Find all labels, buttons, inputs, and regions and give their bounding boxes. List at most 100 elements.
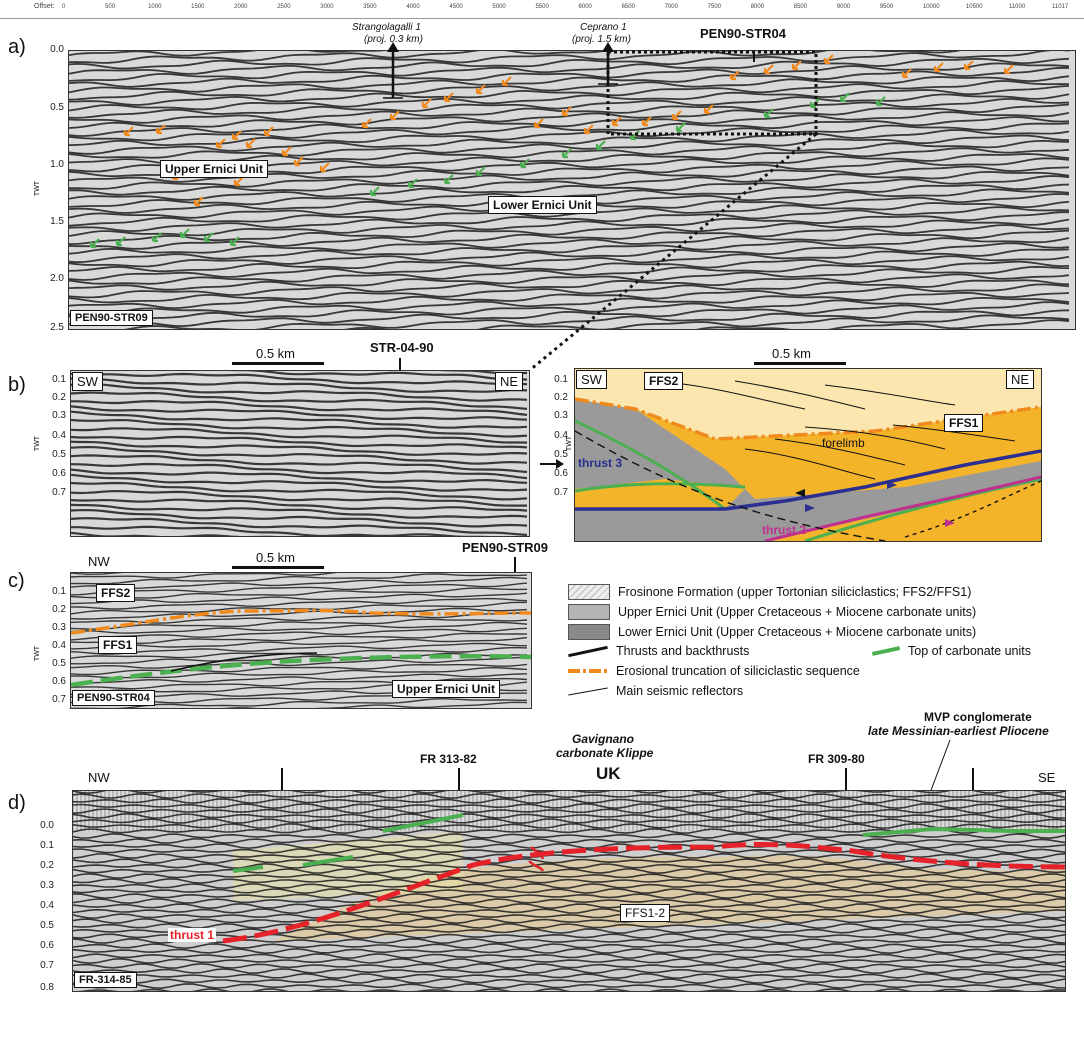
panel-b-interp-scalebar [754,362,846,365]
seismic-reflector [71,462,528,480]
seismic-reflector [69,51,961,70]
legend-swatch-lower [568,624,610,640]
legend-erosional-text: Erosional truncation of siliciclastic se… [616,664,860,678]
seismic-reflector [71,372,528,386]
seismic-reflector [69,260,1070,285]
seismic-reflector [69,111,1070,137]
seismic-reflector [73,967,1065,975]
panel-c-ffs2: FFS2 [96,584,136,602]
seismic-reflector [73,957,1065,965]
seismic-reflector [73,907,1065,915]
panel-d-ffs: FFS1-2 [620,904,671,922]
panel-b-ytick: 0.4 [52,430,66,441]
panel-c-ytick: 0.3 [52,622,66,633]
seismic-reflector [73,928,1065,935]
seismic-reflector [71,636,528,650]
seismic-reflector [69,242,1070,268]
offset-tick: 2500 [277,4,291,10]
seismic-reflector [71,473,528,492]
seismic-reflector [71,582,528,596]
seismic-reflector [71,399,528,416]
horizon-pick [151,232,162,243]
panel-b-line-label: STR-04-90 [370,340,434,355]
horizon-line [528,846,545,872]
horizon-pick [561,148,572,159]
panel-d-mvp-2: late Messinian-earliest Pliocene [868,724,1049,738]
panel-b-seismic [70,370,530,537]
seismic-reflector [69,80,1070,106]
horizon-line [222,841,1065,944]
horizon-line [71,608,531,635]
legend-upper-text: Upper Ernici Unit (Upper Cretaceous + Mi… [618,605,977,619]
offset-tick: 7500 [707,4,721,10]
panel-b-ytick: 0.2 [52,392,66,403]
panel-a-ytick: 2.5 [50,322,64,333]
horizon-pick [319,162,330,173]
seismic-reflector [71,454,528,474]
offset-tick: 500 [105,4,116,10]
horizon-pick [389,110,400,121]
upper-ernici-label: Upper Ernici Unit [160,160,269,178]
legend-top-carbonate: Top of carbonate units [871,644,1031,658]
panel-d-ytick: 0.5 [40,920,54,931]
seismic-reflector [73,977,1065,985]
seismic-reflector [71,587,528,599]
seismic-reflector [73,982,1065,990]
legend-frosinone-text: Frosinone Formation (upper Tortonian sil… [618,585,972,599]
panel-d-ytick: 0.2 [40,860,54,871]
seismic-reflector [71,445,528,465]
legend-reflectors-text: Main seismic reflectors [616,684,744,698]
interp-ytick: 0.5 [554,449,568,460]
interp-ffs2: FFS2 [644,372,684,390]
panel-d-gavignano-2: carbonate Klippe [556,746,654,760]
seismic-reflector [73,937,1065,945]
panel-c-ytick: 0.6 [52,676,66,687]
seismic-reflector [71,573,125,575]
panel-c-ytick: 0.2 [52,604,66,615]
offset-tick: 1500 [191,4,205,10]
seismic-reflector [73,792,1065,800]
seismic-reflector [73,842,1065,850]
seismic-reflector [71,592,528,605]
seismic-reflector [71,391,528,410]
offset-tick: 7000 [664,4,678,10]
horizon-pick [89,238,100,249]
offset-tick: 0 [62,4,66,10]
seismic-reflector [69,224,1070,250]
panel-c-ylabel: TWT [34,645,42,662]
panel-d-ytick: 0.3 [40,880,54,891]
interp-ffs1: FFS1 [944,414,984,432]
seismic-reflector [69,57,1070,82]
horizon-pick [561,106,572,117]
panel-c-ffs1: FFS1 [98,636,138,654]
seismic-reflector [73,822,1065,830]
well-ceprano-name: Ceprano 1 [580,22,627,33]
legend-reflector-line [568,687,608,695]
horizon-pick [443,174,454,185]
seismic-reflector [73,802,1065,810]
interp-ylabel: TWT [566,435,574,452]
legend-upper-ernici: Upper Ernici Unit (Upper Cretaceous + Mi… [568,604,976,620]
seismic-reflector [568,319,1070,329]
horizon-pick [533,118,544,129]
seismic-reflector [71,435,528,449]
interp-ytick: 0.1 [554,374,568,385]
offset-tick: 3000 [320,4,334,10]
seismic-reflector [71,618,528,630]
panel-b-interp-scale-text: 0.5 km [772,346,812,361]
horizon-pick [263,126,274,137]
offset-tick: 4000 [406,4,420,10]
seismic-reflector [71,481,528,501]
offset-tick: 6000 [578,4,592,10]
seismic-reflector [71,517,528,536]
seismic-reflector [73,912,1065,919]
seismic-reflector [222,701,528,708]
interp-thrust2: thrust 2 [762,523,807,537]
interp-forelimb: forelimb [822,436,865,450]
seismic-reflector [73,972,1065,980]
seismic-reflector [69,62,1070,88]
horizon-pick [179,228,190,239]
legend-swatch-frosinone [568,584,610,600]
seismic-reflector [73,877,1065,885]
offset-axis-label: Offset: [34,3,55,10]
